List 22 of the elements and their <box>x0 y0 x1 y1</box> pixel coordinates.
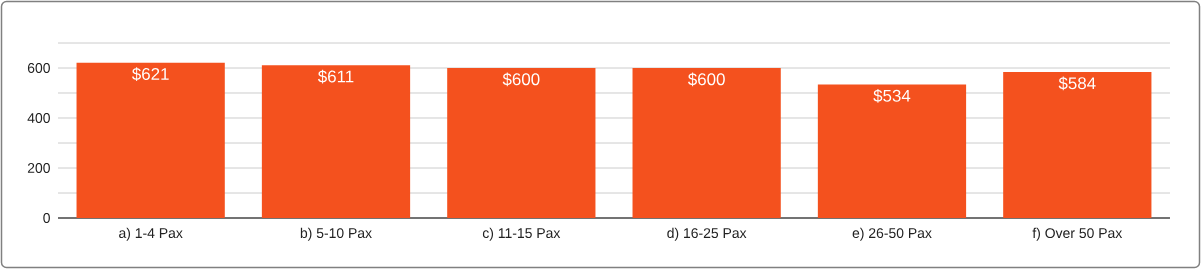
bar <box>632 68 781 218</box>
y-tick-label: 200 <box>27 163 50 173</box>
data-label: $600 <box>502 72 540 87</box>
x-tick-label: e) 26-50 Pax <box>852 227 932 241</box>
data-label: $600 <box>688 72 725 87</box>
x-tick-label: d) 16-25 Pax <box>667 227 747 241</box>
data-label: $534 <box>873 89 911 103</box>
x-tick-label: a) 1-4 Pax <box>119 227 183 241</box>
bar <box>76 62 225 218</box>
bar <box>261 65 411 218</box>
data-label: $611 <box>317 69 354 84</box>
bar <box>1003 72 1152 218</box>
x-tick-label: b) 5-10 Pax <box>300 227 372 241</box>
y-tick-label: 600 <box>27 63 50 73</box>
x-tick-label: f) Over 50 Pax <box>1032 227 1123 241</box>
bar <box>817 84 967 218</box>
data-label: $584 <box>1058 76 1096 91</box>
data-label: $621 <box>132 67 169 81</box>
x-tick-label: c) 11-15 Pax <box>482 227 561 241</box>
bar <box>447 68 596 218</box>
y-tick-label: 400 <box>27 113 50 123</box>
y-tick-label: 0 <box>43 213 50 223</box>
